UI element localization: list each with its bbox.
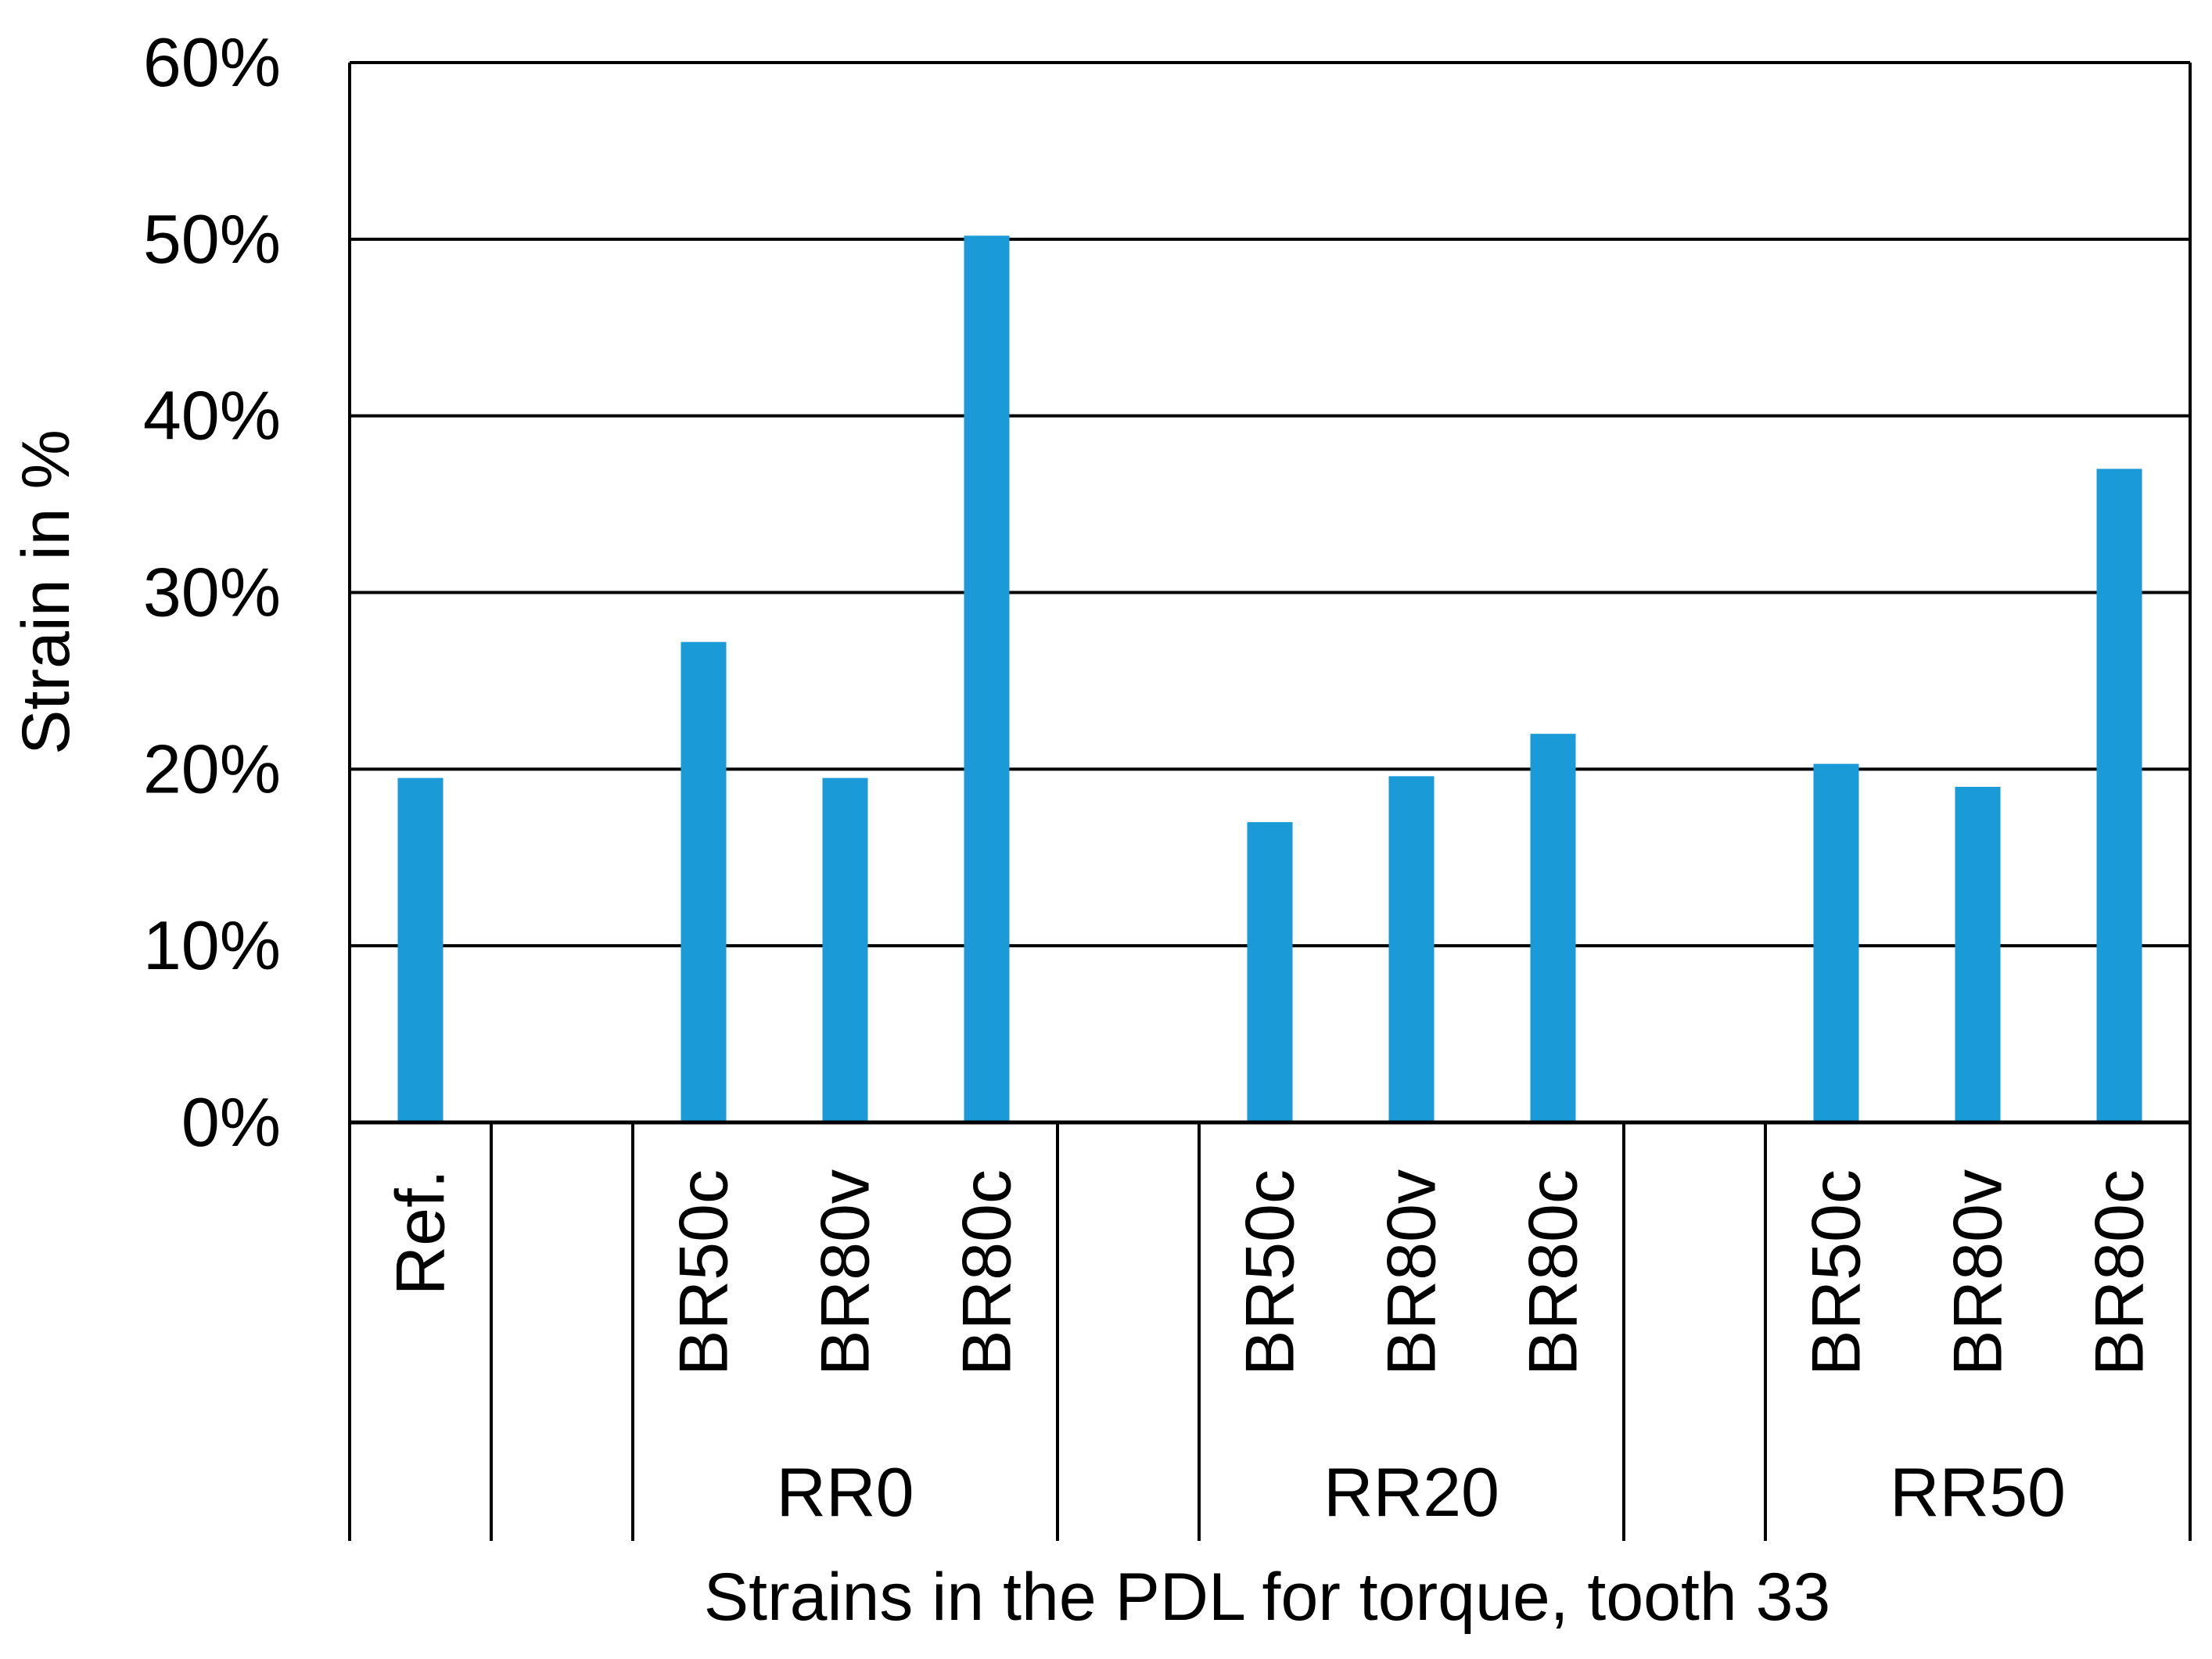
y-tick-label: 0%: [181, 1083, 281, 1161]
y-tick-label: 40%: [143, 377, 281, 454]
y-tick-label: 10%: [143, 907, 281, 984]
bar-ref: [397, 777, 443, 1122]
bar-br80c: [964, 235, 1010, 1123]
bar-br50c: [1247, 822, 1293, 1122]
x-category-labels: Ref. BR50c BR80v BR80c BR50c BR80v BR80c BR50c B…: [382, 1169, 2158, 1376]
x-category-label: BR80v: [1373, 1169, 1450, 1376]
group-label-rr0: RR0: [776, 1453, 914, 1531]
group-label-rr50: RR50: [1890, 1453, 2066, 1531]
y-axis-title: Strain in %: [9, 429, 84, 755]
x-category-label: BR50c: [1797, 1169, 1875, 1376]
bar-br80c: [1530, 734, 1576, 1122]
x-category-label: BR50c: [665, 1169, 742, 1376]
bar-br80v: [1955, 786, 2001, 1122]
bar-br50c: [680, 641, 727, 1122]
x-category-label: BR80v: [806, 1169, 884, 1376]
x-category-label: BR80v: [1939, 1169, 2016, 1376]
y-tick-label: 50%: [143, 200, 281, 278]
bar-br80v: [822, 777, 868, 1122]
x-category-label: BR80c: [2081, 1169, 2158, 1376]
bar-br80c: [2096, 469, 2142, 1122]
bar-br50c: [1813, 763, 1859, 1122]
bar-br80v: [1388, 776, 1435, 1122]
plot-frame: [348, 61, 2192, 1541]
x-category-label: BR80c: [948, 1169, 1025, 1376]
group-label-rr20: RR20: [1323, 1453, 1499, 1531]
group-labels: RR0 RR20 RR50: [776, 1453, 2066, 1531]
bars: [397, 235, 2142, 1123]
y-tick-label: 20%: [143, 730, 281, 807]
y-tick-labels: 0% 10% 20% 30% 40% 50% 60%: [143, 23, 281, 1161]
x-category-label: BR80c: [1514, 1169, 1592, 1376]
y-tick-label: 60%: [143, 23, 281, 101]
y-tick-label: 30%: [143, 554, 281, 631]
x-category-label: Ref.: [382, 1169, 459, 1295]
x-category-label: BR50c: [1231, 1169, 1309, 1376]
x-axis-title: Strains in the PDL for torque, tooth 33: [704, 1560, 1831, 1635]
